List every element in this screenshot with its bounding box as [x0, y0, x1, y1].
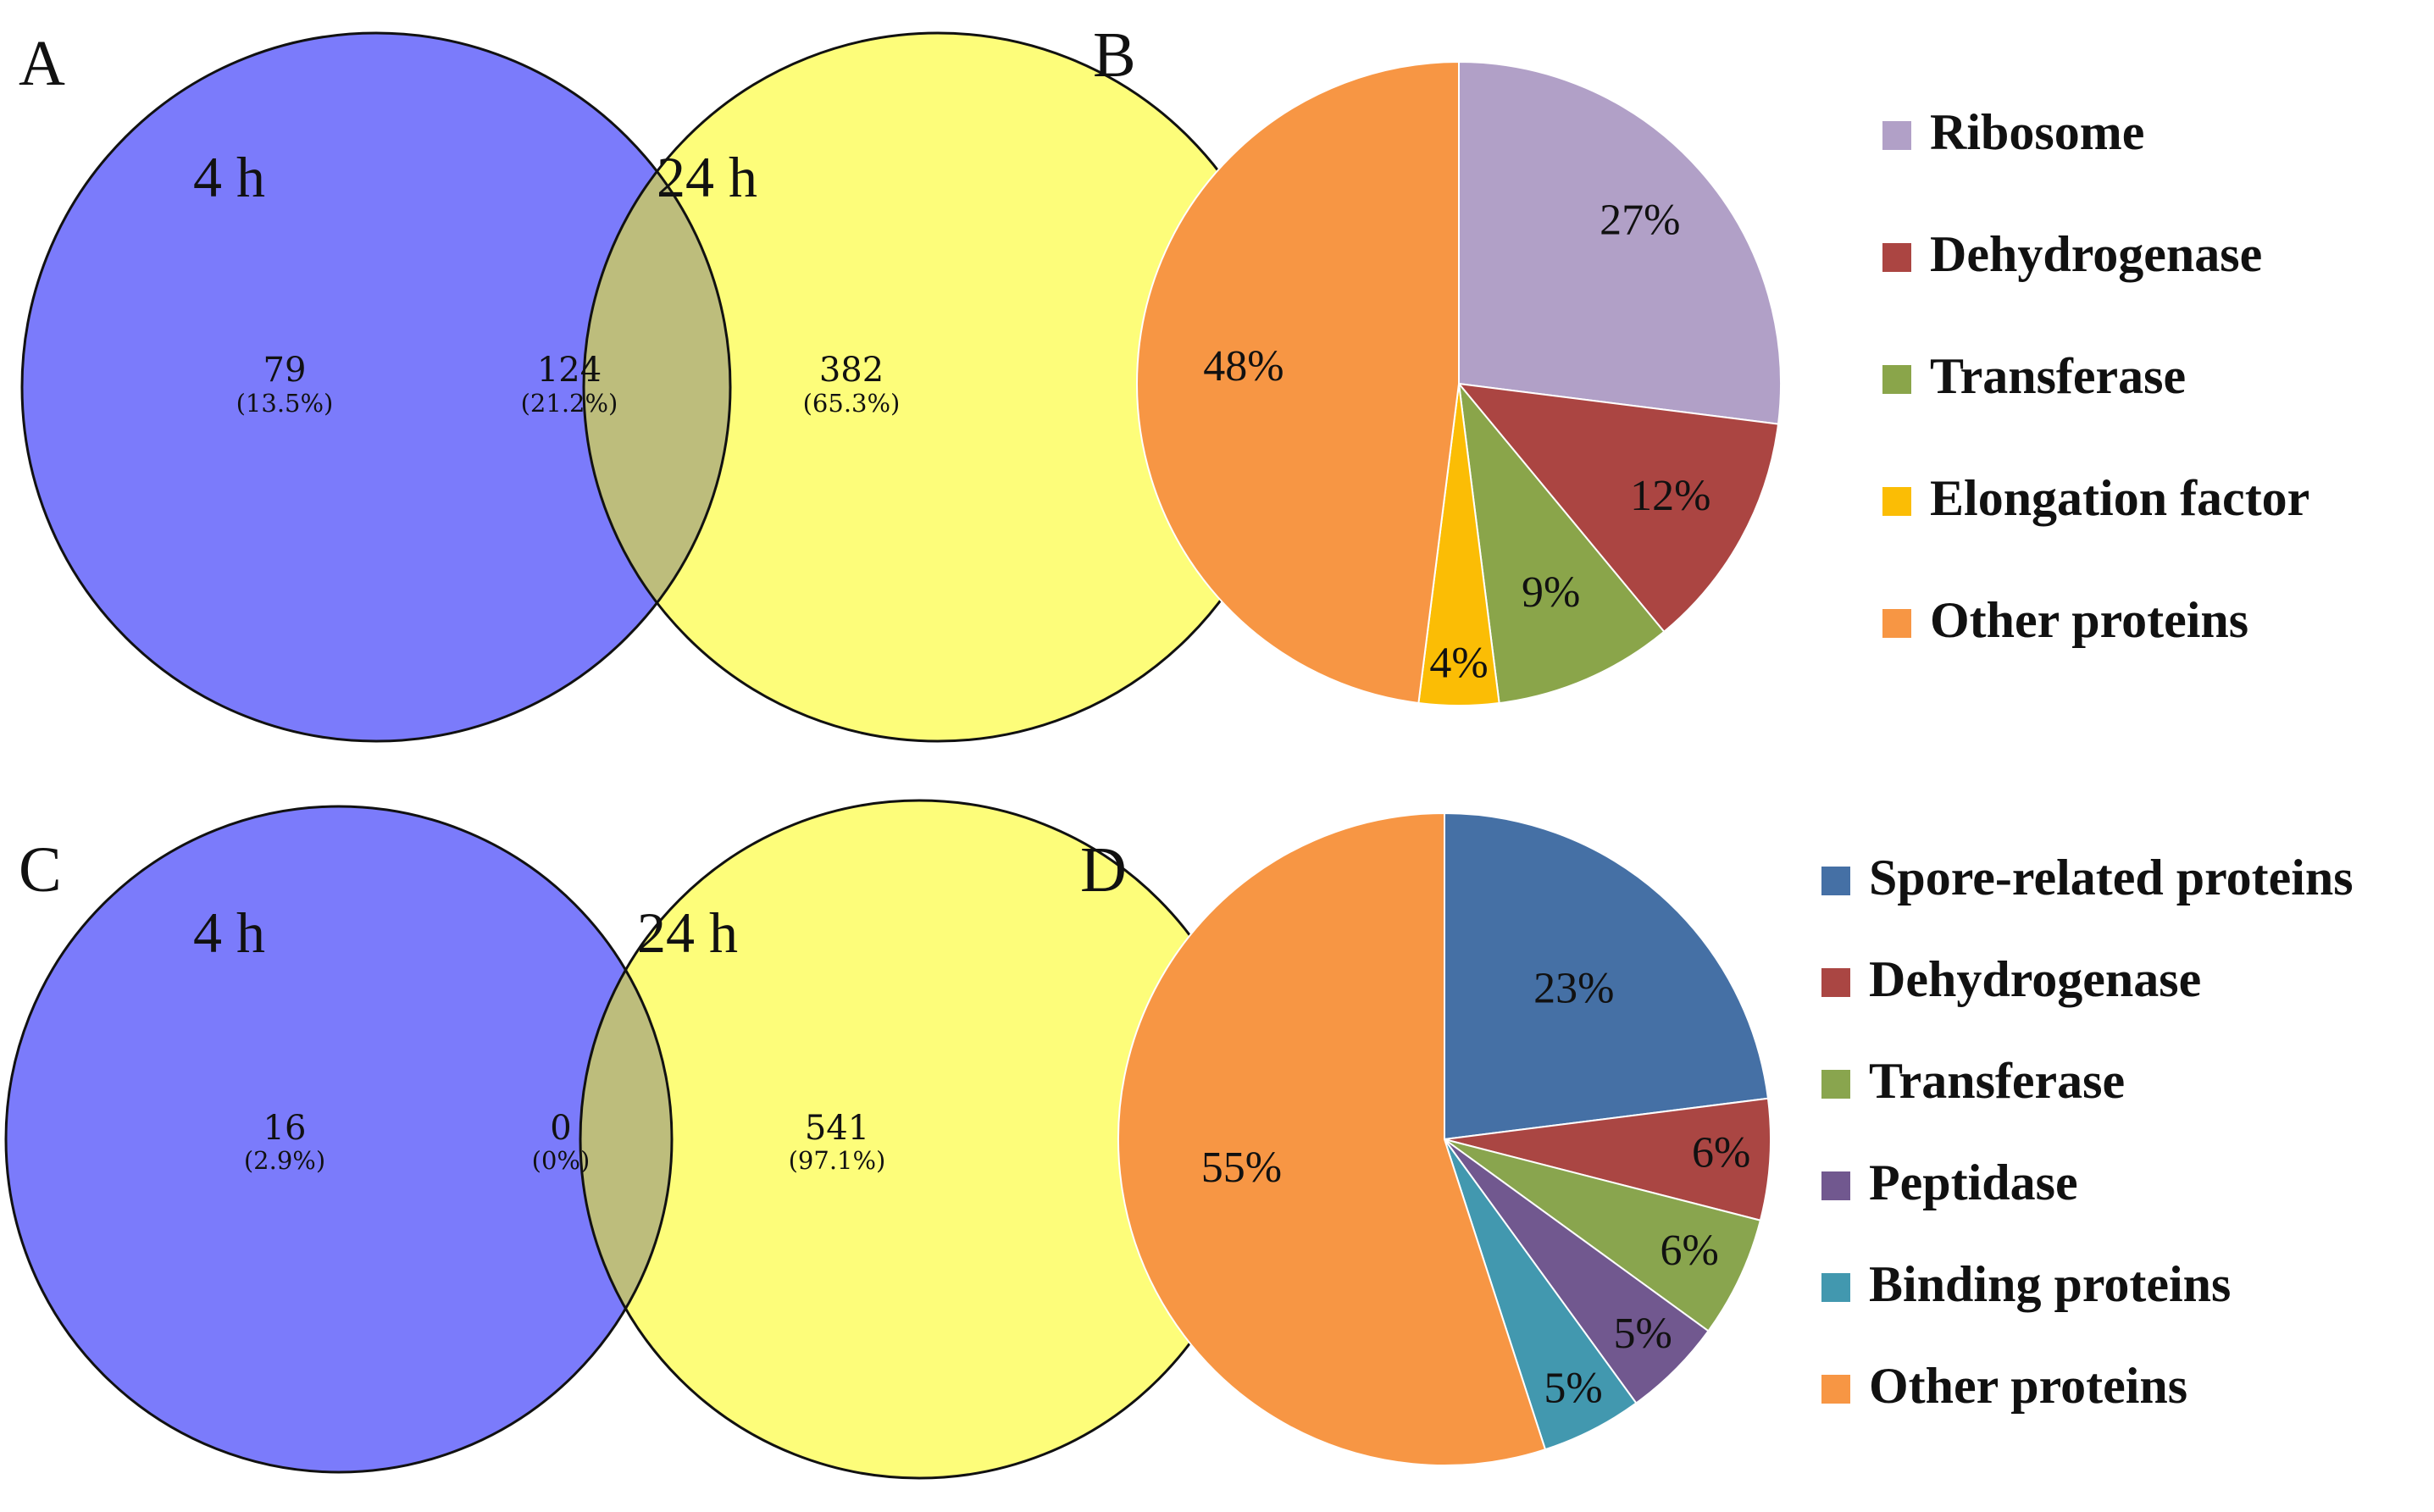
pie-d-slice-transferase	[1444, 1138, 1762, 1332]
venn-c-left-count: 16	[263, 1109, 307, 1148]
pie-d-slice-dehydrogenase	[1444, 1097, 1771, 1221]
venn-a-set2-label: 24 h	[657, 145, 757, 209]
pie-b-legend-swatch-dehydrogenase	[1882, 243, 1911, 272]
venn-a-set1-circle	[22, 33, 730, 741]
pie-b-legend-swatch-other-proteins	[1882, 609, 1911, 638]
venn-a-right-count: 382	[819, 351, 884, 390]
pie-b-legend-label-ribosome: Ribosome	[1930, 104, 2144, 160]
venn-c-left-percent: (2.9%)	[244, 1146, 325, 1175]
pie-d-label-spore-related-proteins: 23%	[1533, 965, 1614, 1013]
pie-b-label-transferase: 9%	[1522, 568, 1580, 617]
pie-d-legend-label-spore-related-proteins: Spore-related proteins	[1869, 850, 2354, 906]
pie-b-legend-label-dehydrogenase: Dehydrogenase	[1930, 226, 2262, 282]
pie-d-legend-swatch-dehydrogenase	[1821, 968, 1850, 997]
pie-b-label-ribosome: 27%	[1600, 196, 1680, 244]
pie-b-slice-dehydrogenase	[1456, 382, 1780, 634]
pie-d-legend-label-binding-proteins: Binding proteins	[1869, 1256, 2231, 1312]
pie-d-legend-swatch-binding-proteins	[1821, 1273, 1850, 1302]
panel-b-pie: B 27% 12% 9% 4% 48% Ribosome Dehydrogenase Tra…	[1093, 19, 2309, 707]
pie-d: 23% 6% 6% 5%5% 55%	[1117, 811, 1771, 1466]
venn-c-center-percent: (0%)	[532, 1146, 590, 1175]
pie-b-slice-other-proteins	[1135, 60, 1460, 705]
pie-d-legend-swatch-transferase	[1821, 1070, 1850, 1099]
pie-d-legend-label-peptidase: Peptidase	[1869, 1155, 2078, 1210]
venn-c-set1-circle	[6, 806, 672, 1472]
legend-d: Spore-related proteins Dehydrogenase Trans…	[1821, 850, 2354, 1414]
pie-b-label-dehydrogenase: 12%	[1630, 472, 1710, 520]
venn-c-set2-circle	[580, 800, 1258, 1478]
pie-d-label-peptidase: 5%	[1613, 1310, 1672, 1358]
panel-letter-c: C	[19, 834, 62, 906]
pie-b-label-elongation-factor: 4%	[1429, 639, 1488, 687]
pie-d-label-other-proteins: 55%	[1201, 1144, 1282, 1192]
pie-b-legend-swatch-transferase	[1882, 365, 1911, 394]
pie-b: 27% 12% 9% 4% 48%	[1135, 60, 1782, 707]
pie-d-legend-swatch-peptidase	[1821, 1171, 1850, 1200]
pie-b-legend-label-other-proteins: Other proteins	[1930, 592, 2248, 648]
pie-b-label-other-proteins: 48%	[1203, 342, 1284, 390]
venn-c-set2-label: 24 h	[637, 900, 738, 965]
pie-d-slice-other-proteins	[1117, 811, 1547, 1466]
pie-b-slice-transferase	[1457, 380, 1666, 705]
pie-d-legend-label-dehydrogenase: Dehydrogenase	[1869, 951, 2201, 1007]
venn-a-left-percent: (13.5%)	[236, 389, 334, 418]
pie-b-legend-label-elongation-factor: Elongation factor	[1930, 470, 2309, 526]
pie-d-legend-swatch-spore-related-proteins	[1821, 867, 1850, 895]
pie-d-legend-swatch-other-proteins	[1821, 1375, 1850, 1404]
panel-a-venn: A 4 h 24 h 79 (13.5%) 124 (21.2%) 382 (6…	[19, 28, 1294, 743]
panel-c-venn: C 4 h 24 h 16 (2.9%) 0 (0%) 541 (97.1%)	[4, 799, 1260, 1480]
venn-a-center-percent: (21.2%)	[521, 389, 618, 418]
venn-a-left-count: 79	[263, 351, 307, 390]
pie-d-label-binding-proteins: 5%	[1544, 1364, 1602, 1412]
venn-c-center-count: 0	[550, 1109, 571, 1148]
venn-a-set2-circle	[584, 33, 1292, 741]
venn-a-set1-outline	[20, 31, 732, 743]
pie-b-legend-label-transferase: Transferase	[1930, 348, 2186, 404]
panel-letter-d: D	[1080, 834, 1127, 906]
pie-b-legend-swatch-elongation-factor	[1882, 487, 1911, 516]
pie-d-label-transferase: 6%	[1660, 1227, 1718, 1275]
pie-d-legend-label-transferase: Transferase	[1869, 1053, 2125, 1109]
legend-b: Ribosome Dehydrogenase Transferase Elongati…	[1882, 104, 2309, 648]
pie-d-label-dehydrogenase: 6%	[1692, 1128, 1750, 1177]
panel-letter-a: A	[19, 28, 65, 99]
pie-d-legend-label-other-proteins: Other proteins	[1869, 1358, 2187, 1414]
venn-a-set1-label: 4 h	[193, 145, 265, 209]
panel-d-pie: D 23% 6% 6% 5%5% 55% Spore-related proteins D…	[1080, 811, 2354, 1466]
pie-b-slice-ribosome	[1458, 60, 1782, 425]
venn-a-right-percent: (65.3%)	[803, 389, 901, 418]
pie-d-slice-spore-related-proteins	[1444, 811, 1770, 1141]
venn-c-set1-outline	[4, 805, 674, 1474]
panel-letter-b: B	[1093, 19, 1136, 91]
venn-c-right-count: 541	[805, 1109, 869, 1148]
venn-c-right-percent: (97.1%)	[789, 1146, 886, 1175]
venn-c-set1-label: 4 h	[193, 900, 265, 965]
pie-b-legend-swatch-ribosome	[1882, 121, 1911, 150]
venn-a-center-count: 124	[537, 351, 602, 390]
